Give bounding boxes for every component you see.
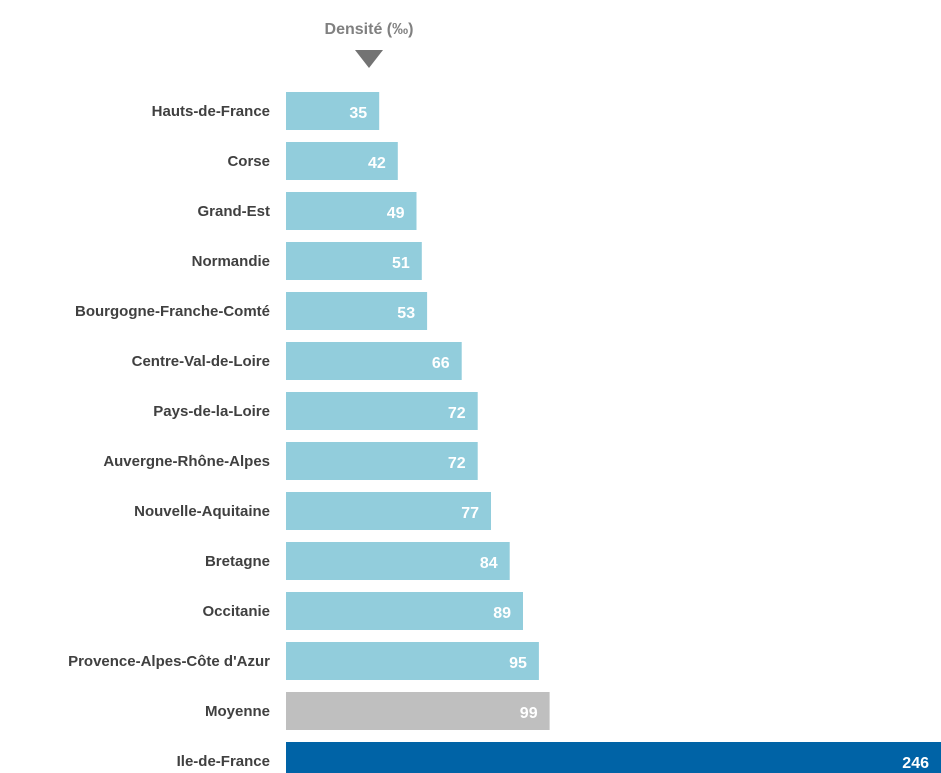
bars-group: Hauts-de-France 35 Corse 42 Grand-Est 49 Norma… [68,92,941,773]
value-label-provence-alpes-cote-d-azur: 95 [509,655,527,672]
chart-title: Densité (‰) [325,21,414,38]
category-label-pays-de-la-loire: Pays-de-la-Loire [153,403,270,420]
bar-bretagne [286,542,510,580]
value-label-hauts-de-france: 35 [349,105,367,122]
triangle-down-icon [355,50,383,68]
value-label-ile-de-france: 246 [902,755,929,772]
value-label-centre-val-de-loire: 66 [432,355,450,372]
value-label-auvergne-rhone-alpes: 72 [448,455,466,472]
category-label-ile-de-france: Ile-de-France [177,753,270,770]
value-label-bourgogne-franche-comte: 53 [397,305,415,322]
bar-grand-est [286,192,417,230]
value-label-normandie: 51 [392,255,410,272]
category-label-bretagne: Bretagne [205,553,270,570]
bar-pays-de-la-loire [286,392,478,430]
bar-bourgogne-franche-comte [286,292,428,330]
category-label-auvergne-rhone-alpes: Auvergne-Rhône-Alpes [103,453,270,470]
category-label-corse: Corse [227,153,270,170]
value-label-bretagne: 84 [480,555,498,572]
value-label-corse: 42 [368,155,386,172]
bar-hauts-de-france [286,92,380,130]
bar-centre-val-de-loire [286,342,462,380]
bar-ile-de-france [286,742,941,773]
bar-auvergne-rhone-alpes [286,442,478,480]
bar-moyenne [286,692,550,730]
bar-nouvelle-aquitaine [286,492,491,530]
value-label-occitanie: 89 [493,605,511,622]
category-label-grand-est: Grand-Est [197,203,270,220]
category-label-provence-alpes-cote-d-azur: Provence-Alpes-Côte d'Azur [68,653,270,670]
value-label-grand-est: 49 [387,205,405,222]
category-label-bourgogne-franche-comte: Bourgogne-Franche-Comté [75,303,270,320]
category-label-nouvelle-aquitaine: Nouvelle-Aquitaine [134,503,270,520]
value-label-nouvelle-aquitaine: 77 [461,505,479,522]
category-label-moyenne: Moyenne [205,703,270,720]
value-label-pays-de-la-loire: 72 [448,405,466,422]
category-label-occitanie: Occitanie [202,603,270,620]
category-label-centre-val-de-loire: Centre-Val-de-Loire [132,353,270,370]
category-label-hauts-de-france: Hauts-de-France [152,103,270,120]
bar-corse [286,142,398,180]
bar-provence-alpes-cote-d-azur [286,642,539,680]
bar-occitanie [286,592,523,630]
value-label-moyenne: 99 [520,705,538,722]
bar-normandie [286,242,422,280]
category-label-normandie: Normandie [192,253,270,270]
